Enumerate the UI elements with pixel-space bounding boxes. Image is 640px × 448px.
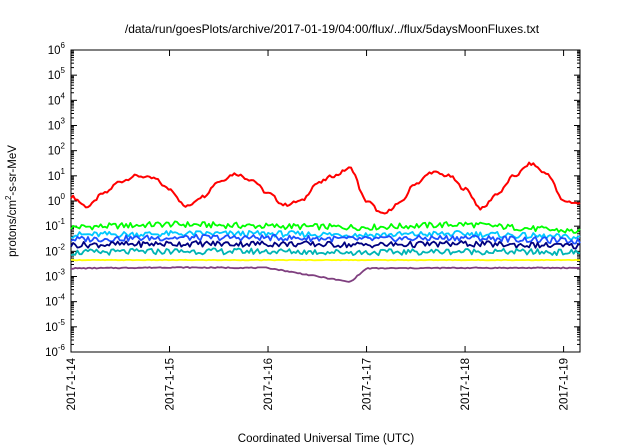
series-line [70, 230, 581, 241]
y-tick-label: 10-5 [45, 318, 65, 334]
y-tick-base: 10 [48, 121, 61, 133]
x-axis-label: Coordinated Universal Time (UTC) [238, 433, 415, 445]
x-tick-label: 2017-1-14 [66, 357, 78, 410]
y-tick-label: 10-1 [45, 217, 65, 233]
y-tick-base: 10 [45, 322, 58, 334]
series-line [70, 220, 581, 234]
y-tick-exponent: 1 [61, 167, 66, 176]
y-axis: 10-610-510-410-310-210-11001011021031041… [45, 41, 580, 359]
y-tick-exponent: 4 [61, 91, 66, 100]
y-tick-label: 105 [48, 66, 66, 82]
y-tick-base: 10 [45, 246, 58, 258]
y-tick-base: 10 [48, 95, 61, 107]
x-tick-label: 2017-1-18 [460, 358, 472, 410]
y-tick-exponent: -4 [58, 293, 66, 302]
y-tick-base: 10 [45, 297, 58, 309]
y-tick-label: 10-4 [45, 293, 65, 309]
y-axis-label-suffix: -s-sr-MeV [7, 145, 19, 196]
y-tick-label: 10-3 [45, 268, 65, 284]
y-tick-base: 10 [45, 221, 58, 233]
y-tick-base: 10 [48, 45, 61, 57]
series-line [70, 258, 581, 262]
y-tick-label: 101 [48, 167, 66, 183]
series-line [70, 233, 581, 245]
y-tick-exponent: 6 [61, 41, 66, 50]
plot-frame [70, 49, 581, 353]
x-tick-label: 2017-1-19 [559, 358, 571, 410]
x-axis: 2017-1-14 2017-1-15 2017-1-16 2017-1-17 2017… [66, 50, 571, 410]
chart-title: /data/run/goesPlots/archive/2017-01-19/0… [125, 22, 540, 36]
y-tick-exponent: -3 [58, 268, 66, 277]
y-tick-base: 10 [45, 272, 58, 284]
y-tick-base: 10 [48, 196, 61, 208]
y-tick-exponent: 5 [61, 66, 66, 75]
x-tick-label: 2017-1-15 [165, 358, 177, 410]
y-tick-exponent: -5 [58, 318, 66, 327]
y-tick-exponent: 0 [61, 192, 66, 201]
series-layer [70, 161, 581, 283]
y-tick-label: 104 [48, 91, 66, 107]
y-tick-exponent: -1 [58, 217, 66, 226]
y-tick-label: 106 [48, 41, 66, 57]
series-line [70, 240, 581, 250]
series-line [70, 247, 581, 257]
series-line [71, 266, 581, 283]
x-tick-label: 2017-1-16 [263, 358, 275, 410]
y-tick-label: 100 [48, 192, 66, 208]
y-axis-label-base: protons/cm [7, 200, 19, 257]
y-tick-exponent: 3 [61, 117, 66, 126]
y-tick-exponent: -6 [58, 343, 66, 352]
y-tick-base: 10 [48, 70, 61, 82]
x-tick-label: 2017-1-17 [362, 358, 374, 410]
y-tick-label: 10-6 [45, 343, 65, 359]
y-tick-label: 102 [48, 142, 66, 158]
y-tick-base: 10 [45, 347, 58, 359]
y-axis-label: protons/cm2-s-sr-MeV [4, 145, 19, 257]
y-tick-label: 103 [48, 117, 66, 133]
y-axis-label-superscript: 2 [4, 195, 13, 200]
y-tick-exponent: 2 [61, 142, 66, 151]
y-tick-base: 10 [48, 171, 61, 183]
series-line [70, 161, 581, 215]
y-tick-base: 10 [48, 146, 61, 158]
y-tick-exponent: -2 [58, 242, 66, 251]
y-tick-label: 10-2 [45, 242, 65, 258]
